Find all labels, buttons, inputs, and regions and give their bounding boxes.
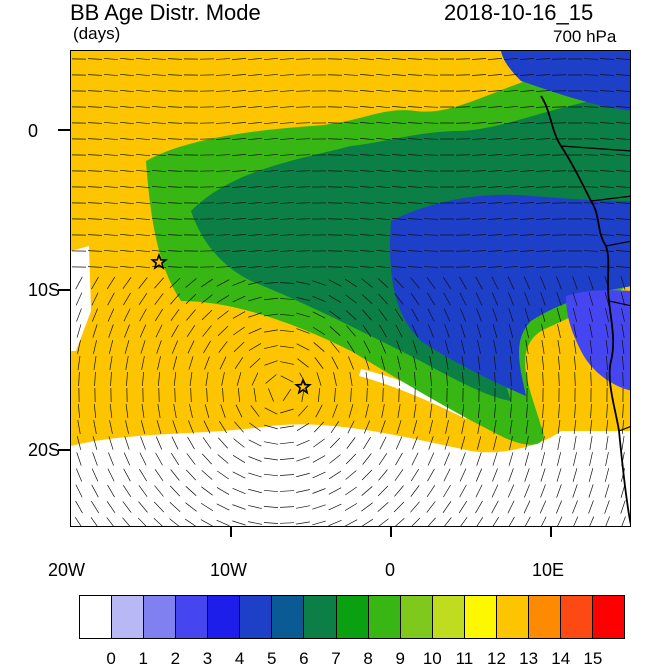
- colorbar-swatch-8: [337, 596, 369, 638]
- map-field-svg: [71, 51, 631, 527]
- colorbar-label-1: 1: [128, 649, 158, 669]
- colorbar-swatch-2: [144, 596, 176, 638]
- colorbar-label-8: 8: [353, 649, 383, 669]
- lon-label-10w: 10W: [210, 560, 247, 581]
- map-plot-area: [70, 50, 631, 527]
- lon-label-20w: 20W: [48, 560, 85, 581]
- lon-label-0: 0: [385, 560, 395, 581]
- colorbar-label-9: 9: [385, 649, 415, 669]
- colorbar-label-11: 11: [449, 649, 479, 669]
- colorbar-label-15: 15: [578, 649, 608, 669]
- colorbar-label-7: 7: [321, 649, 351, 669]
- colorbar-swatch-13: [497, 596, 529, 638]
- colorbar-label-3: 3: [192, 649, 222, 669]
- colorbar: [79, 595, 625, 639]
- lat-label-10s: 10S: [28, 280, 60, 301]
- colorbar-label-6: 6: [289, 649, 319, 669]
- map-timestamp: 2018-10-16_15: [444, 0, 593, 26]
- colorbar-label-0: 0: [96, 649, 126, 669]
- colorbar-swatch-5: [240, 596, 272, 638]
- colorbar-swatch-11: [433, 596, 465, 638]
- colorbar-swatch-9: [369, 596, 401, 638]
- white-zone-south: [71, 424, 631, 527]
- colorbar-label-5: 5: [257, 649, 287, 669]
- star-marker-south: [296, 380, 309, 393]
- colorbar-swatch-6: [272, 596, 304, 638]
- colorbar-label-2: 2: [160, 649, 190, 669]
- white-zone-west: [71, 246, 91, 351]
- lat-label-20s: 20S: [28, 440, 60, 461]
- colorbar-label-10: 10: [417, 649, 447, 669]
- map-units: (days): [73, 24, 120, 44]
- colorbar-swatch-4: [208, 596, 240, 638]
- colorbar-swatch-15: [561, 596, 593, 638]
- colorbar-label-4: 4: [225, 649, 255, 669]
- colorbar-label-14: 14: [546, 649, 576, 669]
- colorbar-label-13: 13: [514, 649, 544, 669]
- colorbar-label-12: 12: [482, 649, 512, 669]
- colorbar-swatch-16: [593, 596, 624, 638]
- lat-label-0: 0: [28, 121, 38, 142]
- pressure-level: 700 hPa: [553, 27, 616, 47]
- colorbar-swatch-3: [176, 596, 208, 638]
- lon-label-10e: 10E: [532, 560, 564, 581]
- map-title: BB Age Distr. Mode: [70, 0, 261, 26]
- colorbar-swatch-0: [80, 596, 112, 638]
- plume-deep: [566, 290, 631, 391]
- colorbar-swatch-7: [304, 596, 336, 638]
- colorbar-swatch-1: [112, 596, 144, 638]
- colorbar-swatch-12: [465, 596, 497, 638]
- colorbar-swatch-14: [529, 596, 561, 638]
- colorbar-swatch-10: [401, 596, 433, 638]
